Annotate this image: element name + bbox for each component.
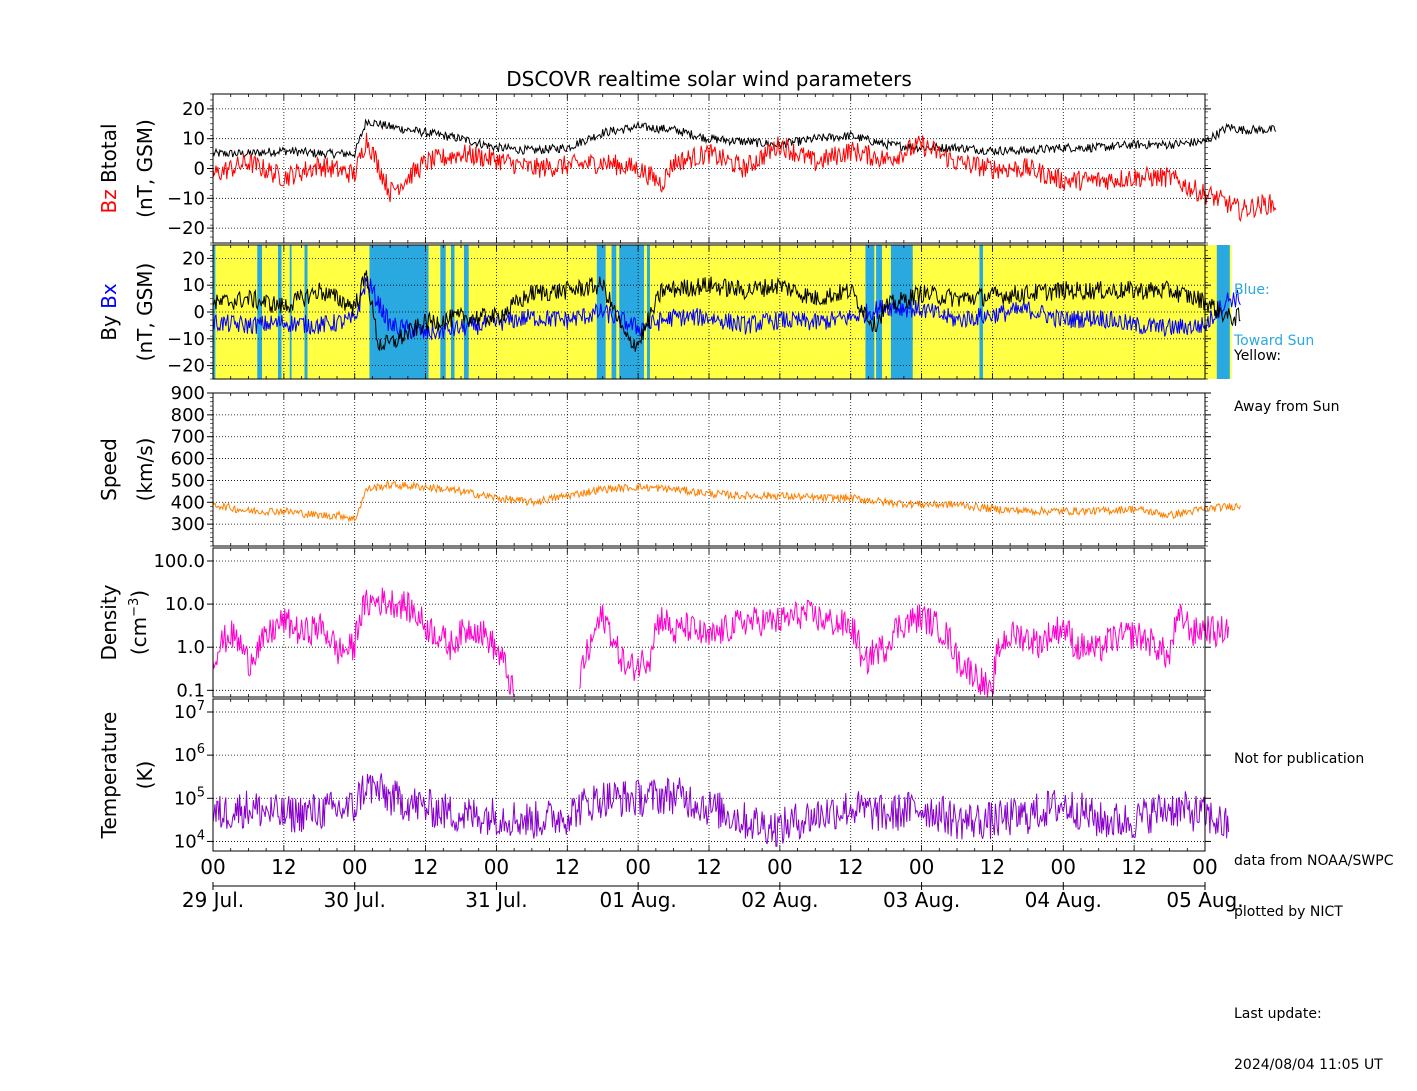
panel-bx-by: 20 10 0 −10 −20 By Bx (nT, GSM) [97,244,1241,380]
toward-sector-band [463,245,469,379]
y-axis-unit-label: (km/s) [133,438,157,502]
y-tick-label: 107 [174,699,205,723]
not-for-publication-note: Not for publication [1234,751,1365,767]
panel-density: 100.0 10.0 1.0 0.1 Density (cm−3) [97,547,1230,701]
toward-sector-band [619,245,645,379]
y-tick-label: −20 [167,356,205,377]
panel-frame [212,392,1206,547]
y-tick-label: 20 [182,248,205,269]
y-tick-label: 10 [182,275,205,296]
chart-title: DSCOVR realtime solar wind parameters [506,67,912,91]
y-tick-label: −10 [167,329,205,350]
data-source-note: data from NOAA/SWPC [1234,853,1394,869]
y-axis-label: Temperature [97,712,121,840]
away-from-sun-legend: Yellow: Away from Sun [1234,314,1339,433]
last-update-value: 2024/08/04 11:05 UT [1234,1057,1383,1073]
y-axis-label-top: By Bx [97,283,121,341]
x-hour-label: 00 [909,855,934,879]
series-by [212,270,1241,352]
y-axis-label: Density [97,584,121,660]
away-from-sun-label: Yellow: [1234,348,1282,364]
x-hour-label: 12 [980,855,1005,879]
toward-sector-band [611,245,617,379]
away-from-sun-desc: Away from Sun [1234,399,1340,415]
toward-sun-label: Blue: [1234,282,1270,298]
y-axis-unit-label: (nT, GSM) [133,263,157,362]
y-tick-label: 400 [171,492,205,513]
last-update-label: Last update: [1234,1006,1322,1022]
series-density [212,587,515,698]
y-axis-unit-label: (K) [133,761,157,790]
x-hour-label: 12 [696,855,721,879]
x-hour-label: 00 [1192,855,1217,879]
y-tick-label: 800 [171,405,205,426]
x-hour-label: 00 [200,855,225,879]
y-tick-label: 10 [182,129,205,150]
series-bx [212,276,1241,341]
y-tick-label: 20 [182,99,205,120]
y-tick-label: 0 [194,159,205,180]
away-sector-region [213,245,1232,379]
x-hour-label: 00 [484,855,509,879]
y-tick-label: 100.0 [153,551,205,572]
y-tick-label: 1.0 [176,637,205,658]
credits-block: Not for publication data from NOAA/SWPC … [1234,717,1393,1091]
plotted-by-note: plotted by NICT [1234,904,1343,920]
x-hour-label: 00 [342,855,367,879]
series-speed [212,480,1241,523]
toward-sector-band [213,245,216,379]
y-tick-label: 10.0 [165,594,205,615]
y-axis-label: Speed [97,438,121,501]
x-hour-label: 12 [413,855,438,879]
toward-sector-band [1216,245,1230,379]
y-axis-label-top: Bz Btotal [97,123,121,213]
y-tick-label: 106 [174,742,205,766]
x-date-label: 01 Aug. [600,888,677,912]
x-date-label: 04 Aug. [1025,888,1102,912]
toward-sector-band [596,245,606,379]
x-hour-label: 00 [1051,855,1076,879]
y-axis-unit-label: (cm−3) [127,590,151,655]
panel-magnetic-field: 20 10 0 −10 −20 Bz Btotal (nT, GSM) [97,93,1277,244]
x-axis: 00 12 00 12 00 12 00 12 00 12 00 12 00 12 00 29 Jul. 30 … [182,855,1244,912]
x-date-label: 02 Aug. [741,888,818,912]
y-tick-label: −20 [167,218,205,239]
y-tick-label: 700 [171,427,205,448]
series-density [578,599,1230,698]
toward-sun-legend: Blue: Toward Sun [1234,248,1314,367]
series-bz [212,132,1277,222]
x-date-label: 29 Jul. [182,888,244,912]
y-tick-label: 0.1 [176,680,205,701]
toward-sector-band [289,245,292,379]
x-date-label: 30 Jul. [324,888,386,912]
panel-temperature: 107 106 105 104 Temperature (K) [97,698,1230,852]
y-tick-label: 300 [171,514,205,535]
x-hour-label: 00 [767,855,792,879]
x-date-label: 31 Jul. [465,888,527,912]
y-tick-label: 600 [171,449,205,470]
y-tick-label: 104 [174,828,205,852]
x-hour-label: 00 [625,855,650,879]
solar-wind-chart: 20 10 0 −10 −20 Bz Btotal (nT, GSM) 20 10 0 −10 −20… [97,67,1277,912]
x-date-label: 05 Aug. [1166,888,1243,912]
y-tick-label: 900 [171,383,205,404]
x-date-label: 03 Aug. [883,888,960,912]
toward-sector-band [257,245,263,379]
toward-sun-desc: Toward Sun [1234,333,1315,349]
series-btotal [212,118,1277,160]
y-tick-label: −10 [167,188,205,209]
series-temperature [212,773,1230,847]
y-tick-label: 105 [174,785,205,809]
toward-sector-band [440,245,446,379]
y-tick-label: 0 [194,302,205,323]
y-axis-unit-label: (nT, GSM) [133,119,157,218]
y-tick-label: 500 [171,470,205,491]
x-hour-label: 12 [1121,855,1146,879]
x-hour-label: 12 [555,855,580,879]
x-hour-label: 12 [271,855,296,879]
x-hour-label: 12 [838,855,863,879]
